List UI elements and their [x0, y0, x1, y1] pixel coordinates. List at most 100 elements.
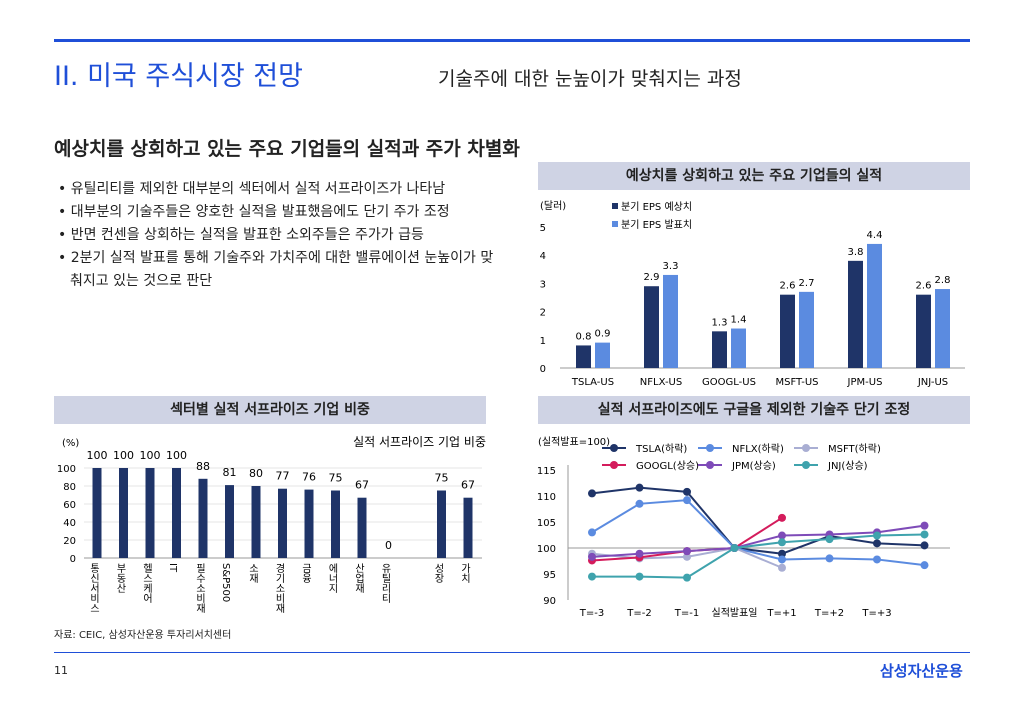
x-tick-label: T=+1 [766, 608, 796, 619]
bar [119, 468, 128, 558]
y-tick-label: 40 [63, 518, 76, 529]
bar [145, 468, 155, 558]
data-label: 4.4 [867, 230, 883, 241]
data-point [873, 531, 881, 540]
bar [278, 488, 287, 558]
y-tick-label: 60 [63, 500, 76, 511]
sector-panel-header: 섹터별 실적 서프라이즈 기업 비중 [54, 396, 486, 424]
bar [357, 497, 367, 558]
x-tick-label: 경기소비재 [273, 562, 285, 614]
x-tick-label: 금융 [300, 563, 312, 583]
series-line [591, 524, 925, 558]
chart-title: 실적 서프라이즈 기업 비중 [353, 435, 486, 449]
x-tick-label: 산업재 [353, 563, 365, 594]
y-tick-label: 105 [537, 518, 556, 529]
page-subtitle: 기술주에 대한 눈높이가 맞춰지는 과정 [438, 68, 742, 90]
data-point [683, 552, 691, 561]
bar [463, 497, 473, 558]
legend-label: JPM(상승) [731, 460, 776, 472]
y-tick-label: 115 [537, 466, 556, 477]
bar [331, 490, 340, 558]
data-point [873, 539, 881, 548]
data-point [778, 555, 786, 564]
data-label: 75 [329, 472, 343, 485]
bar [731, 328, 746, 368]
data-label: 100 [166, 449, 187, 462]
bar [644, 286, 659, 368]
data-label: 100 [87, 449, 108, 462]
data-label: 88 [196, 460, 210, 473]
bar [799, 291, 814, 368]
data-point [920, 530, 929, 539]
x-tick-label: GOOGL-US [702, 377, 756, 388]
bottom-divider [54, 652, 970, 653]
bar [172, 468, 181, 558]
legend-swatch [612, 221, 618, 227]
legend-label: GOOGL(상승) [636, 460, 699, 472]
x-tick-label: 헬스케어 [141, 563, 153, 604]
source-note: 자료: CEIC, 삼성자산운용 투자리서치센터 [54, 630, 232, 641]
y-unit-label: (실적발표=100) [538, 436, 610, 448]
x-tick-label: 성장 [432, 563, 444, 583]
x-tick-label: 소재 [247, 563, 259, 584]
data-label: 1.4 [731, 315, 747, 326]
data-point [825, 535, 834, 544]
section-heading: 예상치를 상회하고 있는 주요 기업들의 실적과 주가 차별화 [54, 138, 520, 160]
bar [663, 274, 678, 368]
x-tick-label: 부동산 [114, 563, 126, 593]
data-label: 2.7 [799, 278, 815, 289]
legend-marker [706, 444, 714, 452]
data-label: 77 [276, 470, 290, 483]
data-label: 67 [355, 479, 369, 492]
x-tick-label: 통신서비스 [88, 563, 100, 613]
x-tick-label: T=+3 [861, 608, 891, 619]
x-tick-label: JPM-US [847, 377, 883, 388]
series-line [591, 499, 925, 567]
x-tick-label: 에너지 [326, 563, 338, 594]
data-point [635, 483, 644, 492]
data-point [778, 538, 786, 547]
data-label: 75 [435, 472, 449, 485]
data-point [635, 572, 644, 581]
legend-marker [610, 461, 618, 469]
x-tick-label: IT [167, 563, 178, 573]
data-point [588, 489, 596, 498]
x-tick-label: JNJ-US [917, 377, 948, 388]
top-divider [54, 39, 970, 42]
data-label: 1.3 [712, 317, 728, 328]
data-label: 100 [113, 449, 134, 462]
data-point [920, 521, 929, 530]
data-label: 0.9 [595, 329, 611, 340]
y-tick-label: 0 [70, 554, 76, 565]
x-tick-label: MSFT-US [775, 377, 818, 388]
series-line [591, 486, 925, 555]
y-tick-label: 4 [540, 251, 546, 262]
sector-bar-chart: (%) 실적 서프라이즈 기업 비중 0 20 40 60 80 100 통신서비스 100 부동산… [57, 435, 486, 614]
data-point [683, 487, 691, 496]
bullet-item: 2분기 실적 발표를 통해 기술주와 가치주에 대한 밸류에이션 눈높이가 맞춰… [58, 247, 498, 293]
data-point [920, 561, 929, 570]
x-tick-label: TSLA-US [571, 377, 614, 388]
data-point [635, 499, 644, 508]
x-tick-label: S&P500 [220, 563, 231, 602]
page-title: II. 미국 주식시장 전망 [54, 61, 303, 92]
legend-marker [610, 444, 618, 452]
legend-label: 분기 EPS 예상치 [621, 201, 692, 213]
legend-marker [706, 461, 714, 469]
y-tick-label: 20 [63, 536, 76, 547]
x-tick-label: 유틸리티 [379, 563, 391, 604]
legend-marker [802, 461, 810, 469]
bar [848, 260, 863, 368]
data-point [683, 496, 691, 505]
y-tick-label: 110 [537, 492, 556, 503]
series-line [592, 533, 925, 579]
legend-label: 분기 EPS 발표치 [621, 219, 692, 231]
page-number: 11 [54, 664, 68, 677]
y-tick-label: 100 [537, 544, 556, 555]
data-point [825, 554, 834, 563]
data-label: 81 [223, 466, 237, 479]
bar [780, 294, 795, 368]
y-tick-label: 0 [540, 364, 546, 375]
